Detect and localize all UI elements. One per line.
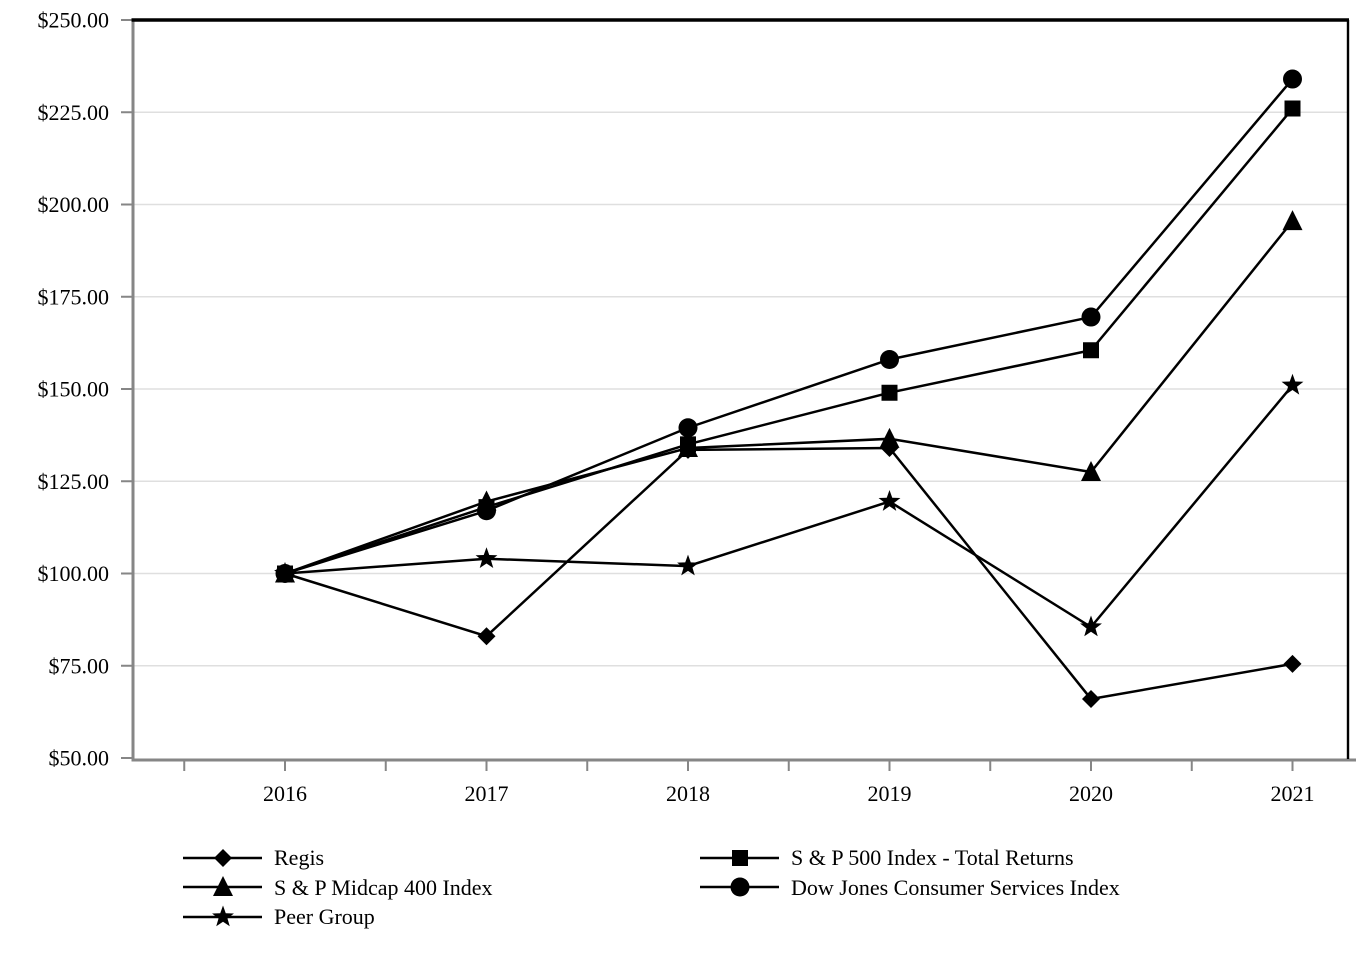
y-tick-label: $100.00 <box>38 561 110 586</box>
y-tick-label: $50.00 <box>49 746 110 771</box>
y-tick-label: $75.00 <box>49 653 110 678</box>
legend-item: Peer Group <box>183 902 493 932</box>
y-tick-label: $175.00 <box>38 284 110 309</box>
star-marker-icon <box>878 490 901 511</box>
star-marker-icon <box>475 547 498 569</box>
triangle-marker-icon <box>678 437 698 458</box>
square-marker-icon <box>881 384 898 401</box>
legend-item: Regis <box>183 843 493 873</box>
legend-marker-sample <box>183 876 262 897</box>
legend-label: Peer Group <box>274 904 375 929</box>
x-tick-label: 2017 <box>465 781 509 806</box>
circle-marker-icon <box>1283 69 1302 89</box>
legend-column: S & P 500 Index - Total Returns Dow Jones… <box>700 843 1120 902</box>
circle-marker-icon <box>678 418 698 438</box>
circle-marker-icon <box>477 501 496 521</box>
square-marker-icon <box>1083 342 1099 359</box>
y-tick-label: $225.00 <box>38 100 110 125</box>
star-marker-icon <box>212 905 234 927</box>
star-marker-icon <box>1080 615 1102 637</box>
legend-marker-sample <box>183 848 262 867</box>
series-line-dow-jones-consumer-services-index <box>284 78 1294 575</box>
circle-marker-icon <box>880 349 899 369</box>
x-tick-label: 2021 <box>1271 781 1315 806</box>
triangle-marker-icon <box>1081 461 1101 482</box>
circle-marker-icon <box>730 877 750 897</box>
series-line-s-p-midcap-400-index <box>284 220 1294 575</box>
y-tick-label: $200.00 <box>38 192 110 217</box>
diamond-marker-icon <box>1283 654 1302 673</box>
legend-label: S & P Midcap 400 Index <box>274 874 493 900</box>
legend-label: S & P 500 Index - Total Returns <box>791 845 1074 870</box>
x-tick-label: 2019 <box>868 781 912 806</box>
circle-marker-icon <box>1081 307 1101 327</box>
star-marker-icon <box>1281 373 1304 395</box>
legend-item: Dow Jones Consumer Services Index <box>700 873 1120 903</box>
x-tick-label: 2018 <box>666 781 710 806</box>
triangle-marker-icon <box>213 876 233 897</box>
y-tick-label: $150.00 <box>38 377 110 402</box>
diamond-marker-icon <box>477 627 496 646</box>
x-tick-label: 2016 <box>263 781 307 806</box>
diamond-marker-icon <box>214 848 232 867</box>
legend-item: S & P 500 Index - Total Returns <box>700 843 1120 873</box>
series-line-s-p-500-index-total-returns <box>284 107 1294 575</box>
triangle-marker-icon <box>1282 210 1303 231</box>
series-line-peer-group <box>284 384 1294 629</box>
legend-item: S & P Midcap 400 Index <box>183 873 493 903</box>
legend-marker-sample <box>183 905 262 927</box>
triangle-marker-icon <box>879 427 900 448</box>
x-tick-label: 2020 <box>1069 781 1113 806</box>
y-tick-label: $250.00 <box>38 8 110 33</box>
legend-marker-sample <box>700 877 779 897</box>
star-marker-icon <box>677 554 699 576</box>
square-marker-icon <box>1284 100 1301 117</box>
y-tick-label: $125.00 <box>38 469 110 494</box>
legend-label: Regis <box>274 845 325 870</box>
square-marker-icon <box>732 849 748 866</box>
star-marker-icon <box>274 562 296 583</box>
legend-column: Regis S & P Midcap 400 Index Peer Group <box>183 843 493 932</box>
diamond-marker-icon <box>1082 689 1100 708</box>
series-line-regis <box>284 446 1293 701</box>
legend-label: Dow Jones Consumer Services Index <box>791 874 1120 900</box>
legend-marker-sample <box>700 849 779 866</box>
